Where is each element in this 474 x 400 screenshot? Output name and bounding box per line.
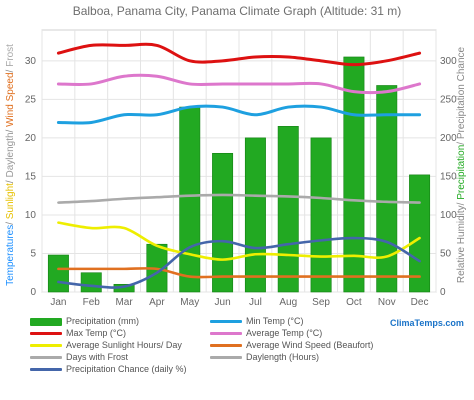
legend-swatch: [30, 332, 62, 336]
legend-label: Average Temp (°C): [246, 328, 323, 338]
right-axis-label-part: Precipitation Chance: [456, 46, 467, 139]
precipitation-bar: [277, 126, 299, 293]
precipitation-bar: [310, 137, 332, 293]
legend-label: Max Temp (°C): [66, 328, 126, 338]
month-label: Jul: [249, 297, 262, 308]
legend-swatch: [210, 344, 242, 348]
month-label: May: [180, 297, 199, 308]
left-axis-label-part: Temperatures: [5, 225, 16, 286]
legend-swatch: [210, 356, 242, 360]
page-title: Balboa, Panama City, Panama Climate Grap…: [72, 4, 402, 18]
precipitation-bar: [47, 254, 69, 293]
legend-label: Precipitation Chance (daily %): [66, 364, 187, 374]
left-axis-label-part: Daylength: [5, 132, 16, 177]
month-label: Oct: [346, 297, 362, 308]
left-tick-label: 15: [25, 171, 37, 182]
month-label: Aug: [279, 297, 297, 308]
legend-item: Max Temp (°C): [30, 328, 126, 339]
average-temp-c-line: [56, 73, 422, 95]
left-tick-label: 0: [30, 287, 36, 298]
left-axis-label-part: /: [5, 178, 16, 184]
left-tick-label: 30: [25, 56, 37, 67]
legend-item: Precipitation (mm): [30, 316, 139, 327]
left-tick-label: 10: [25, 210, 37, 221]
left-axis-label-part: Sunlight: [5, 183, 16, 219]
legend-swatch: [30, 368, 62, 372]
average-sunlight-hours-day-line: [57, 221, 421, 261]
precipitation-bar: [244, 137, 266, 293]
left-tick-label: 20: [25, 133, 37, 144]
month-label: Sep: [312, 297, 330, 308]
legend-label: Min Temp (°C): [246, 316, 304, 326]
month-label: Jan: [50, 297, 66, 308]
left-axis-label: Temperatures/ Sunlight/ Daylength/ Wind …: [5, 44, 16, 286]
legend-swatch: [210, 320, 242, 324]
month-label: Mar: [115, 297, 133, 308]
legend-swatch: [30, 317, 62, 326]
precipitation-bar: [376, 85, 398, 293]
month-label: Nov: [378, 297, 396, 308]
right-axis-label-part: Relative Humidity: [456, 205, 467, 283]
legend-item: Precipitation Chance (daily %): [30, 364, 187, 375]
min-temp-c-line: [56, 104, 422, 125]
precipitation-bar: [212, 152, 234, 293]
legend-label: Precipitation (mm): [66, 316, 140, 326]
legend-swatch: [30, 356, 62, 360]
left-axis-label-part: /: [5, 127, 16, 133]
legend-swatch: [30, 344, 62, 348]
month-label: Dec: [411, 297, 429, 308]
precipitation-bar: [409, 174, 431, 293]
precipitation-chance-daily-line: [57, 236, 421, 289]
right-tick-label: 300: [440, 56, 457, 67]
right-tick-label: 150: [440, 171, 457, 182]
left-axis-label-part: Wind Speed: [5, 72, 16, 126]
month-label: Apr: [149, 297, 165, 308]
left-axis-label-part: /: [5, 67, 16, 73]
right-tick-label: 0: [440, 287, 446, 298]
left-tick-label: 5: [30, 248, 36, 259]
left-axis-label-part: Frost: [5, 44, 16, 67]
legend-label: Average Wind Speed (Beaufort): [246, 340, 374, 350]
right-axis-label-part: Precipitation: [456, 145, 467, 200]
month-label: Feb: [83, 297, 101, 308]
left-axis-label-part: /: [5, 219, 16, 225]
legend-label: Days with Frost: [66, 352, 129, 362]
right-tick-label: 100: [440, 210, 457, 221]
right-axis-label-part: /: [456, 200, 467, 206]
right-tick-label: 50: [440, 248, 452, 259]
legend-item: Days with Frost: [30, 352, 128, 363]
average-wind-speed-beaufort-line: [57, 267, 421, 279]
left-tick-label: 25: [25, 94, 37, 105]
legend-item: Min Temp (°C): [210, 316, 303, 327]
site-watermark: ClimaTemps.com: [390, 318, 464, 328]
max-temp-c-line: [56, 42, 422, 67]
legend-item: Average Temp (°C): [210, 328, 322, 339]
precipitation-bar: [179, 106, 201, 293]
precipitation-bar: [80, 272, 102, 293]
legend-item: Daylength (Hours): [210, 352, 319, 363]
right-axis-label-part: /: [456, 139, 467, 145]
right-tick-label: 200: [440, 133, 457, 144]
legend-item: Average Wind Speed (Beaufort): [210, 340, 373, 351]
legend-item: Average Sunlight Hours/ Day: [30, 340, 182, 351]
right-tick-label: 250: [440, 94, 457, 105]
daylength-hours-line: [57, 193, 421, 204]
legend-label: Daylength (Hours): [246, 352, 320, 362]
month-label: Jun: [215, 297, 231, 308]
legend-label: Average Sunlight Hours/ Day: [66, 340, 182, 350]
right-axis-label: Relative Humidity/ Precipitation/ Precip…: [456, 46, 467, 283]
legend-swatch: [210, 332, 242, 336]
